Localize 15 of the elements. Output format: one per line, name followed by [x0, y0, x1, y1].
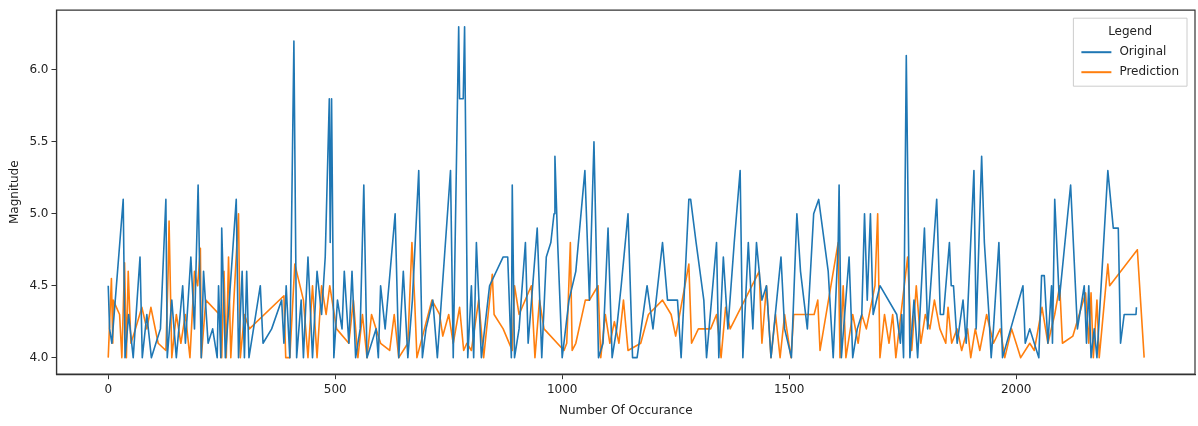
x-tick-label: 1000	[546, 381, 578, 396]
y-tick-label: 5.0	[29, 205, 49, 220]
x-tick-label: 1500	[773, 381, 805, 396]
x-tick-label: 0	[104, 381, 113, 396]
x-tick-label: 2000	[1000, 381, 1032, 396]
y-tick-label: 4.5	[29, 277, 49, 292]
legend-label: Prediction	[1119, 64, 1180, 79]
x-tick-label: 500	[323, 381, 347, 396]
x-axis-title: Number Of Occurance	[558, 402, 693, 417]
y-tick-label: 4.0	[29, 349, 49, 364]
legend-title: Legend	[1108, 24, 1153, 39]
y-axis-title: Magnitude	[7, 160, 22, 224]
legend-label: Original	[1119, 44, 1167, 59]
y-tick-label: 5.5	[29, 133, 49, 148]
y-tick-label: 6.0	[29, 62, 49, 77]
